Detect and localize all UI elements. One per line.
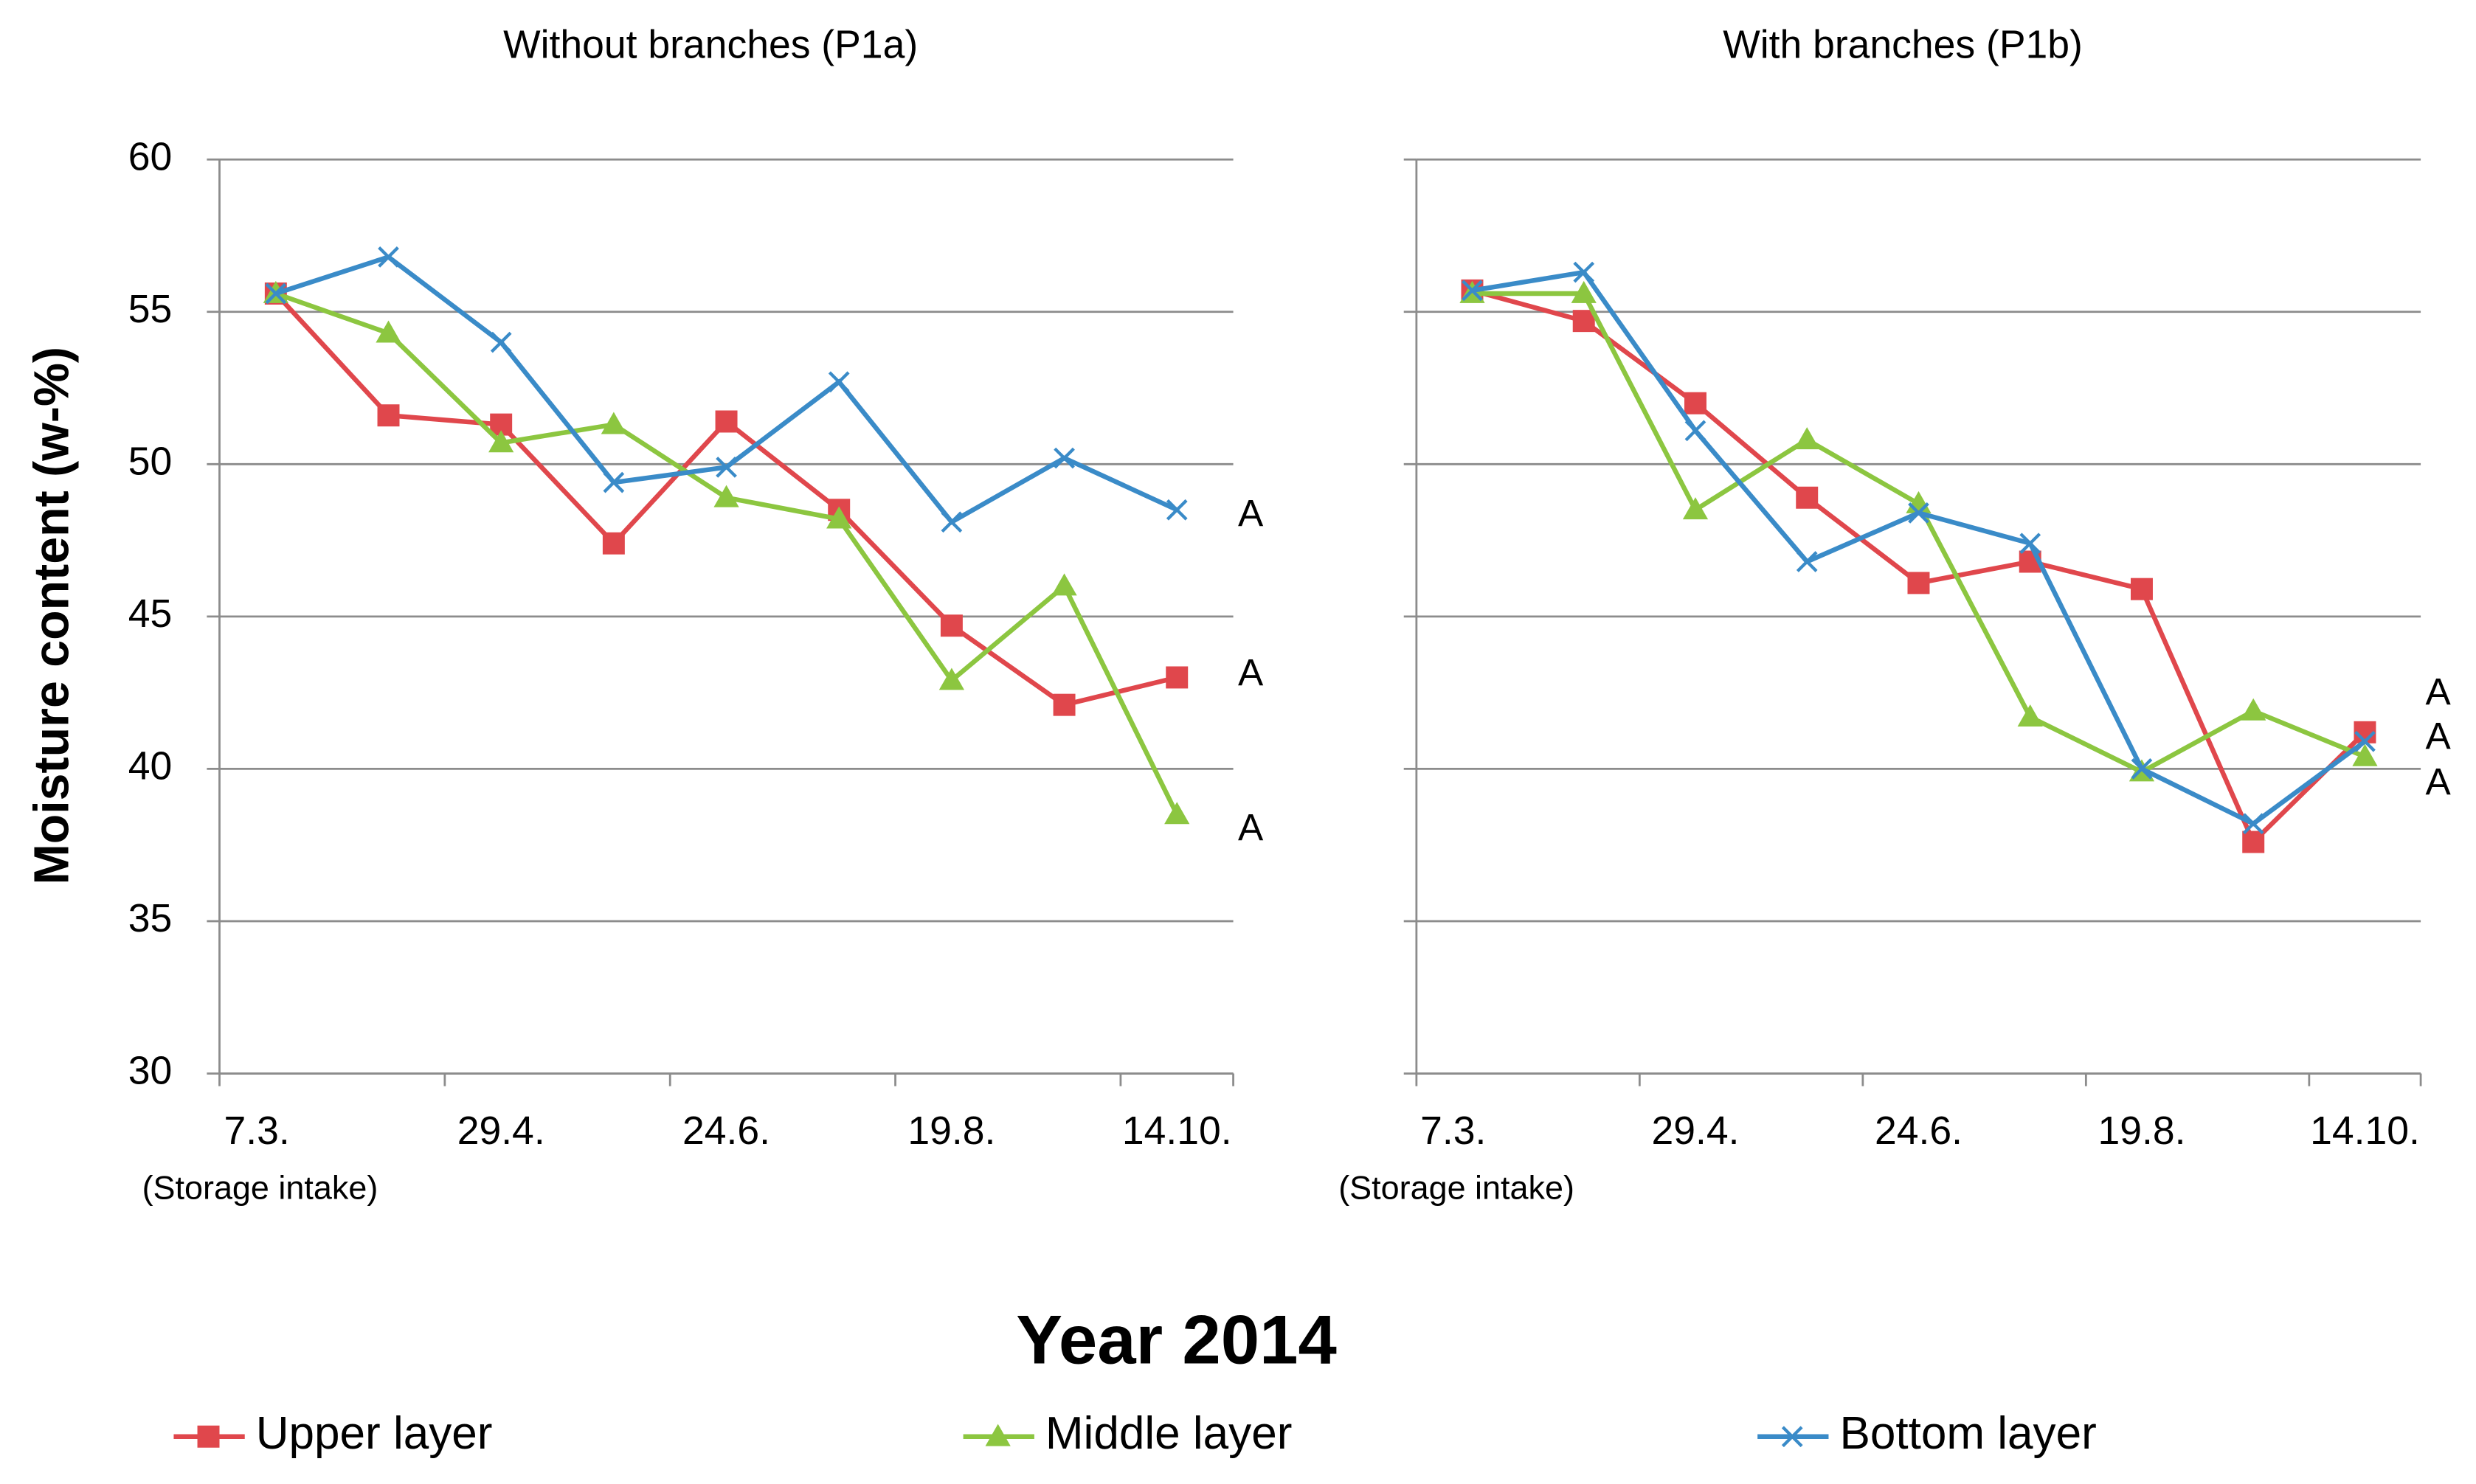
y-tick-label: 30 — [128, 1050, 173, 1093]
marker — [826, 506, 852, 529]
marker — [940, 614, 963, 637]
marker — [1571, 280, 1597, 303]
marker — [2354, 730, 2376, 752]
marker — [985, 1424, 1011, 1446]
marker — [376, 320, 401, 343]
marker — [2131, 758, 2153, 780]
x-tick-label: 7.3. — [1420, 1109, 1486, 1153]
y-tick-label: 40 — [128, 745, 173, 788]
legend-label: Upper layer — [256, 1408, 493, 1459]
marker — [1684, 420, 1706, 442]
marker — [1781, 1426, 1803, 1448]
marker — [1907, 572, 1930, 594]
series-line — [274, 254, 1178, 525]
marker — [2130, 578, 2153, 600]
x-tick-label: 19.8. — [2098, 1109, 2185, 1153]
marker — [601, 412, 626, 434]
annotation: A — [2426, 715, 2452, 757]
marker — [2241, 698, 2266, 721]
marker — [1684, 392, 1706, 415]
marker — [1796, 486, 1819, 509]
x-tick-label: 29.4. — [1651, 1109, 1739, 1153]
annotation: A — [2426, 670, 2452, 712]
x-tick-label: 29.4. — [457, 1109, 545, 1153]
marker — [378, 246, 399, 268]
x-tick-label: 7.3. — [224, 1109, 290, 1153]
marker — [2242, 813, 2264, 835]
marker — [1053, 693, 1076, 716]
marker — [1164, 802, 1190, 825]
x-tick-label: 24.6. — [682, 1109, 770, 1153]
annotation: A — [1238, 492, 1264, 534]
marker — [377, 404, 400, 427]
annotation: A — [1238, 652, 1264, 694]
marker — [488, 430, 514, 453]
marker — [1794, 427, 1820, 450]
series-line — [1471, 269, 2367, 827]
marker — [603, 471, 625, 493]
chart-title: With branches (P1b) — [1723, 23, 2083, 66]
x-tick-label: 14.10. — [1122, 1109, 1232, 1153]
marker — [1908, 502, 1929, 524]
y-tick-label: 50 — [128, 440, 173, 483]
legend-label: Middle layer — [1045, 1408, 1293, 1459]
marker — [1166, 666, 1189, 689]
y-tick-label: 35 — [128, 897, 173, 940]
marker — [941, 511, 963, 533]
annotation: A — [1238, 806, 1264, 848]
legend-label: Bottom layer — [1839, 1408, 2096, 1459]
x-tick-label: 24.6. — [1875, 1109, 1963, 1153]
y-tick-label: 45 — [128, 592, 173, 636]
marker — [265, 282, 287, 305]
marker — [713, 485, 739, 507]
marker — [1682, 497, 1709, 520]
marker — [1166, 499, 1188, 521]
marker — [1051, 573, 1077, 596]
marker — [2352, 743, 2378, 766]
x-axis-label: Year 2014 — [1016, 1300, 1337, 1378]
series-line — [1472, 291, 2366, 775]
series-line — [274, 291, 1180, 816]
category-note: (Storage intake) — [1338, 1169, 1574, 1207]
marker — [1462, 280, 1483, 302]
marker — [938, 668, 965, 690]
marker — [2017, 704, 2043, 727]
marker — [1572, 310, 1595, 333]
x-tick-label: 19.8. — [907, 1109, 995, 1153]
marker — [490, 331, 512, 353]
category-note: (Storage intake) — [142, 1169, 378, 1207]
x-tick-label: 14.10. — [2310, 1109, 2420, 1153]
marker — [1573, 261, 1595, 283]
annotation: A — [2426, 760, 2452, 802]
marker — [602, 532, 625, 555]
y-axis-label: Moisture content (w-%) — [24, 347, 79, 885]
chart-title: Without branches (P1a) — [503, 23, 918, 66]
marker — [1054, 447, 1075, 469]
y-tick-label: 55 — [128, 288, 173, 331]
marker — [1796, 551, 1818, 572]
marker — [2019, 533, 2041, 555]
marker — [197, 1425, 220, 1448]
marker — [715, 410, 738, 433]
marker — [828, 371, 850, 393]
y-tick-label: 60 — [128, 135, 173, 178]
series-line — [1471, 288, 2367, 847]
marker — [2242, 831, 2265, 853]
marker — [716, 457, 737, 478]
marker — [1906, 490, 1932, 513]
